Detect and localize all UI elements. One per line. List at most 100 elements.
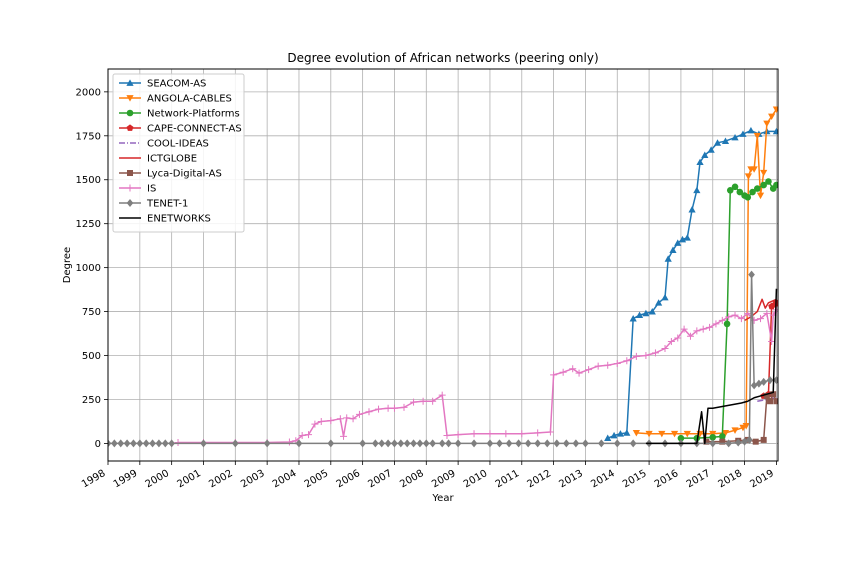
data-point: [403, 439, 411, 448]
data-point: [677, 434, 685, 442]
data-point: [731, 311, 739, 319]
data-point: [725, 439, 732, 448]
data-point: [670, 430, 679, 438]
series-line: [645, 288, 778, 445]
data-point: [632, 352, 640, 360]
data-point: [737, 315, 745, 323]
x-tick-label: 2009: [430, 468, 458, 490]
data-point: [752, 438, 759, 445]
data-point: [524, 439, 532, 448]
data-point: [772, 106, 778, 114]
legend-item: Network-Platforms: [119, 109, 240, 120]
data-point: [613, 439, 621, 448]
data-point: [669, 246, 677, 253]
data-point: [410, 398, 418, 406]
data-point: [683, 234, 691, 241]
data-point: [712, 320, 720, 328]
data-point: [623, 357, 631, 365]
data-point: [725, 313, 733, 321]
y-axis-label: Degree: [62, 247, 73, 283]
data-point: [349, 415, 357, 423]
data-point: [713, 139, 722, 146]
x-tick-label: 2013: [557, 468, 585, 490]
data-point: [760, 377, 767, 386]
data-point: [390, 404, 398, 412]
y-tick-label: 1750: [76, 131, 101, 142]
data-point: [674, 334, 682, 342]
data-point: [470, 439, 478, 448]
legend-marker: [127, 170, 133, 176]
y-tick-label: 0: [95, 439, 101, 450]
data-point: [718, 433, 726, 440]
series-cool-ideas: [757, 396, 777, 402]
data-point: [632, 429, 640, 437]
x-tick-label: 2019: [748, 468, 776, 490]
x-tick-label: 2014: [589, 468, 617, 490]
legend-item: ENETWORKS: [119, 214, 211, 225]
data-point: [635, 311, 644, 318]
data-point: [753, 132, 761, 140]
series-angola-cables: [632, 106, 778, 438]
data-point: [696, 158, 704, 166]
x-tick-label: 2016: [653, 468, 681, 490]
data-point: [563, 439, 570, 448]
legend-label: Lyca-Digital-AS: [147, 169, 222, 180]
data-point: [553, 439, 561, 448]
data-point: [582, 439, 589, 448]
series-line: [178, 309, 778, 444]
data-point: [384, 404, 392, 412]
data-point: [731, 427, 739, 434]
data-point: [750, 166, 758, 173]
series-enetworks: [645, 288, 778, 445]
legend-label: ANGOLA-CABLES: [147, 94, 232, 105]
data-point: [721, 137, 730, 144]
data-point: [773, 181, 778, 189]
data-point: [295, 439, 303, 448]
data-point: [136, 439, 144, 448]
data-point: [372, 439, 379, 448]
data-point: [726, 186, 734, 194]
data-point: [422, 439, 430, 448]
legend-label: COOL-IDEAS: [147, 139, 209, 150]
data-point: [772, 127, 778, 135]
x-tick-label: 1998: [80, 468, 108, 490]
x-tick-label: 2001: [175, 468, 203, 490]
data-point: [693, 186, 701, 194]
x-tick-label: 2005: [303, 468, 331, 490]
data-point: [703, 438, 710, 445]
data-point: [731, 133, 739, 141]
data-point: [546, 428, 554, 436]
series-line: [108, 273, 777, 445]
data-point: [773, 376, 778, 385]
data-point: [429, 397, 437, 405]
data-point: [742, 422, 750, 430]
legend-label: SEACOM-AS: [147, 79, 206, 90]
data-point: [454, 431, 462, 439]
data-point: [709, 439, 717, 448]
data-point: [375, 405, 383, 413]
y-tick-label: 2000: [76, 87, 101, 98]
legend-marker: [126, 124, 134, 131]
x-tick-label: 2002: [207, 468, 235, 490]
data-point: [317, 417, 325, 425]
data-point: [359, 439, 366, 448]
series-layer: [108, 106, 778, 448]
legend-label: Network-Platforms: [147, 109, 240, 120]
data-point: [756, 315, 764, 323]
x-tick-label: 2010: [462, 468, 490, 490]
data-point: [569, 365, 577, 373]
data-point: [760, 436, 767, 443]
data-point: [767, 398, 774, 405]
data-point: [629, 439, 637, 448]
data-point: [518, 430, 526, 438]
data-point: [645, 430, 653, 438]
data-point: [749, 188, 756, 196]
data-point: [699, 325, 707, 333]
x-tick-label: 2018: [717, 468, 745, 490]
data-point: [410, 439, 417, 448]
data-point: [755, 379, 763, 388]
y-tick-label: 250: [82, 395, 101, 406]
y-tick-label: 1250: [76, 219, 101, 230]
data-point: [496, 439, 503, 448]
